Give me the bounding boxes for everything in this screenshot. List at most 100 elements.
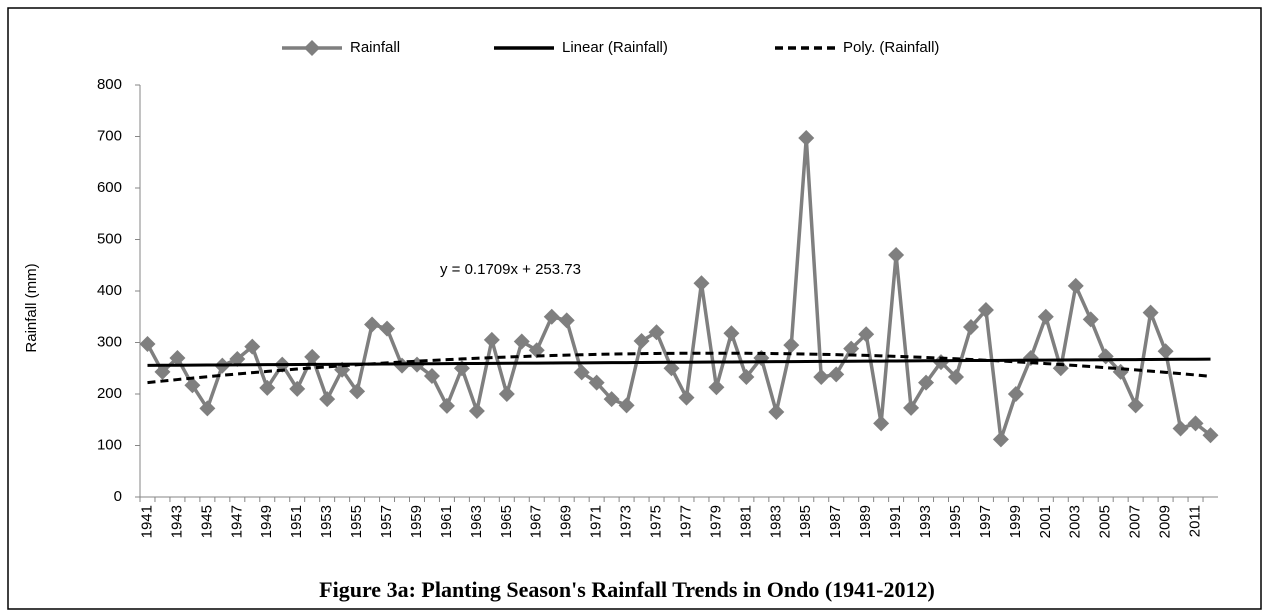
x-tick-label: 1979 [707,505,724,538]
x-tick-label: 1951 [288,505,305,538]
data-point [588,374,605,391]
data-point [199,400,216,417]
data-point [543,308,560,325]
x-tick-label: 1985 [797,505,814,538]
data-point [154,363,171,380]
data-point [1172,420,1189,437]
data-point [1142,304,1159,321]
trend-line [147,351,1211,385]
annotation: y = 0.1709x + 253.73 [440,261,581,278]
x-tick-label: 1949 [258,505,275,538]
y-tick-label: 700 [97,127,122,144]
x-tick-label: 1989 [857,505,874,538]
data-point [977,302,994,319]
data-point [379,320,396,337]
data-point [678,389,695,406]
x-tick-label: 1971 [588,505,605,538]
y-tick-label: 0 [114,488,122,505]
y-tick-label: 800 [97,76,122,93]
x-tick-label: 1943 [168,505,185,538]
data-point [1202,427,1219,444]
x-tick-label: 2005 [1097,505,1114,538]
data-point [603,391,620,408]
x-tick-label: 1993 [917,505,934,538]
x-tick-label: 1957 [378,505,395,538]
trend-line [147,357,1211,367]
data-point [483,331,500,348]
y-tick-label: 500 [97,230,122,247]
data-point [244,338,261,355]
data-point [663,360,680,377]
data-point [903,399,920,416]
legend-label: Linear (Rainfall) [562,39,668,56]
y-tick-label: 200 [97,385,122,402]
x-tick-label: 1995 [947,505,964,538]
data-point [633,332,650,349]
x-tick-label: 2003 [1067,505,1084,538]
data-point [947,369,964,386]
data-point [184,377,201,394]
x-tick-label: 2011 [1187,505,1204,537]
data-point [229,350,246,367]
data-point [738,369,755,386]
data-point [349,383,366,400]
data-point [1067,277,1084,294]
data-point [618,397,635,414]
data-point [558,312,575,329]
x-tick-label: 1967 [528,505,545,538]
data-point [1082,311,1099,328]
x-tick-label: 1973 [618,505,635,538]
data-point [783,337,800,354]
data-point [1037,308,1054,325]
x-tick-label: 1955 [348,505,365,538]
data-point [708,379,725,396]
data-point [304,348,321,365]
y-tick-label: 600 [97,179,122,196]
data-point [693,275,710,292]
x-tick-label: 1941 [138,505,155,538]
data-point [962,319,979,336]
data-point [438,397,455,414]
x-tick-label: 1983 [767,505,784,538]
y-tick-label: 100 [97,436,122,453]
x-tick-label: 1945 [198,505,215,538]
data-point [513,333,530,350]
data-point [858,326,875,343]
x-tick-label: 2001 [1037,505,1054,538]
data-point [648,324,665,341]
data-point [364,316,381,333]
data-point [423,367,440,384]
data-point [873,415,890,432]
data-point [888,246,905,263]
data-point [1007,386,1024,402]
data-point [992,431,1009,448]
data-point [139,336,156,353]
x-tick-label: 1961 [438,505,455,538]
x-tick-label: 1965 [498,505,515,538]
y-axis-label: Rainfall (mm) [23,263,40,352]
x-tick-label: 1999 [1007,505,1024,538]
data-point [843,340,860,357]
x-tick-label: 1987 [827,505,844,538]
y-tick-label: 400 [97,282,122,299]
data-point [169,349,186,366]
chart-frame [7,7,1262,610]
x-tick-label: 1953 [318,505,335,538]
x-tick-label: 1981 [737,505,754,538]
data-point [289,380,306,397]
x-tick-label: 1959 [408,505,425,538]
x-tick-label: 1991 [887,505,904,538]
data-point [528,342,545,359]
x-tick-label: 1969 [558,505,575,538]
data-point [468,402,485,419]
series-line [145,137,1212,440]
legend-label: Rainfall [350,39,400,56]
x-tick-label: 2007 [1127,505,1144,538]
x-tick-label: 2009 [1157,505,1174,538]
x-tick-label: 1977 [677,505,694,538]
legend-label: Poly. (Rainfall) [843,39,939,56]
data-point [498,386,515,402]
x-tick-label: 1947 [228,505,245,538]
data-point [918,374,935,391]
